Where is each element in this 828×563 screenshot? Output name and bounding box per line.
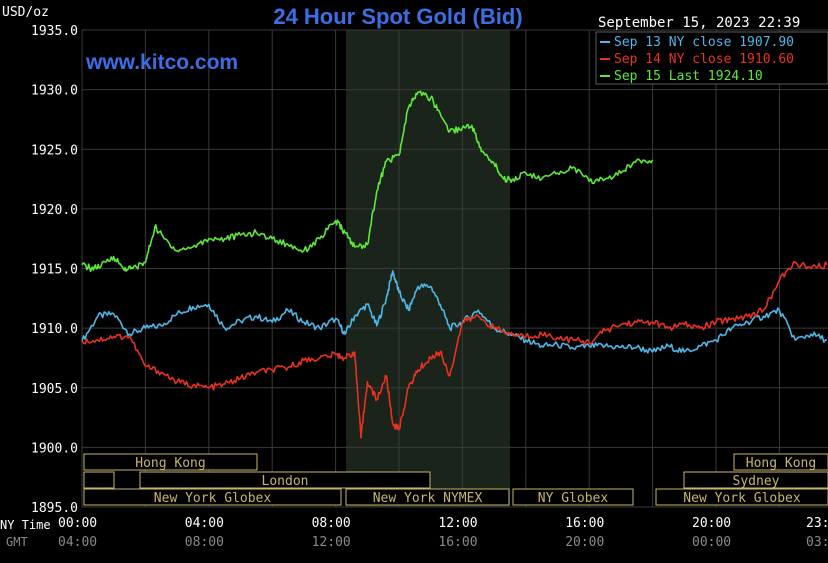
session-ny-globex-2-label: NY Globex [538, 491, 609, 506]
legend-box [595, 31, 828, 85]
x-tick-ny-label: 23: [806, 516, 828, 531]
session-ny-globex-2-box [512, 488, 634, 506]
y-tick-label: 1915.0 [31, 263, 78, 278]
session-ny-globex-3-box [655, 488, 828, 506]
session-ny-nymex-label: New York NYMEX [373, 491, 483, 506]
session-ny-globex-3-label: New York Globex [683, 491, 801, 506]
session-sydney-box [683, 471, 828, 489]
series-line-sep-15 [81, 90, 654, 273]
session-ny-globex-1-label: New York Globex [154, 491, 272, 506]
session-hong-kong-1-label: Hong Kong [135, 456, 205, 471]
session-london-left-box [83, 471, 115, 489]
website-label: www.kitco.com [85, 51, 238, 74]
session-london-label: London [262, 474, 309, 489]
x-tick-gmt-label: 04:00 [58, 535, 97, 550]
legend: Sep 13 NY close 1907.90 Sep 14 NY close 1… [595, 31, 828, 85]
x-tick-gmt-label: 00:00 [692, 535, 731, 550]
chart-title: 24 Hour Spot Gold (Bid) [273, 4, 522, 29]
y-axis-unit-label: USD/oz [2, 5, 49, 20]
series-line-sep-14 [81, 260, 828, 439]
legend-entry: Sep 15 Last 1924.10 [614, 69, 763, 84]
x-tick-ny-label: 04:00 [185, 516, 224, 531]
x-tick-ny-label: 20:00 [692, 516, 731, 531]
legend-entry: Sep 14 NY close 1910.60 [614, 52, 794, 67]
x-tick-gmt-label: 16:00 [438, 535, 477, 550]
ny-time-label: NY Time [0, 518, 51, 532]
session-ny-nymex-box [345, 488, 510, 506]
timestamp-label: September 15, 2023 22:39 [598, 15, 800, 31]
x-tick-ny-label: 16:00 [565, 516, 604, 531]
session-ny-globex-1-box [83, 488, 342, 506]
legend-entry: Sep 13 NY close 1907.90 [614, 35, 794, 50]
session-hong-kong-2-box [733, 453, 828, 471]
y-tick-label: 1905.0 [31, 382, 78, 397]
y-tick-label: 1920.0 [31, 203, 78, 218]
y-tick-label: 1900.0 [31, 441, 78, 456]
y-tick-label: 1935.0 [31, 24, 78, 39]
axis-labels: 1935.0 1930.0 1925.0 1920.0 1915.0 1910.0 1905… [31, 24, 828, 550]
session-sydney-label: Sydney [733, 474, 780, 489]
y-tick-label: 1910.0 [31, 322, 78, 337]
x-tick-ny-label: 08:00 [312, 516, 351, 531]
x-tick-ny-label: 12:00 [438, 516, 477, 531]
y-tick-label: 1930.0 [31, 84, 78, 99]
session-hong-kong-1-box [83, 453, 258, 471]
grid-lines [81, 29, 828, 508]
gmt-label: GMT [6, 535, 28, 549]
session-london-box [139, 471, 431, 489]
x-tick-gmt-label: 08:00 [185, 535, 224, 550]
session-hong-kong-2-label: Hong Kong [746, 456, 816, 471]
series-line-sep-13 [81, 270, 827, 354]
x-tick-gmt-label: 20:00 [565, 535, 604, 550]
y-tick-label: 1925.0 [31, 143, 78, 158]
x-tick-ny-label: 00:00 [58, 516, 97, 531]
session-bars: Hong Kong London New York Globex New York N… [83, 453, 828, 506]
series-lines [81, 90, 828, 439]
x-tick-gmt-label: 03: [806, 535, 828, 550]
y-tick-label: 1895.0 [31, 501, 78, 516]
x-tick-gmt-label: 12:00 [312, 535, 351, 550]
